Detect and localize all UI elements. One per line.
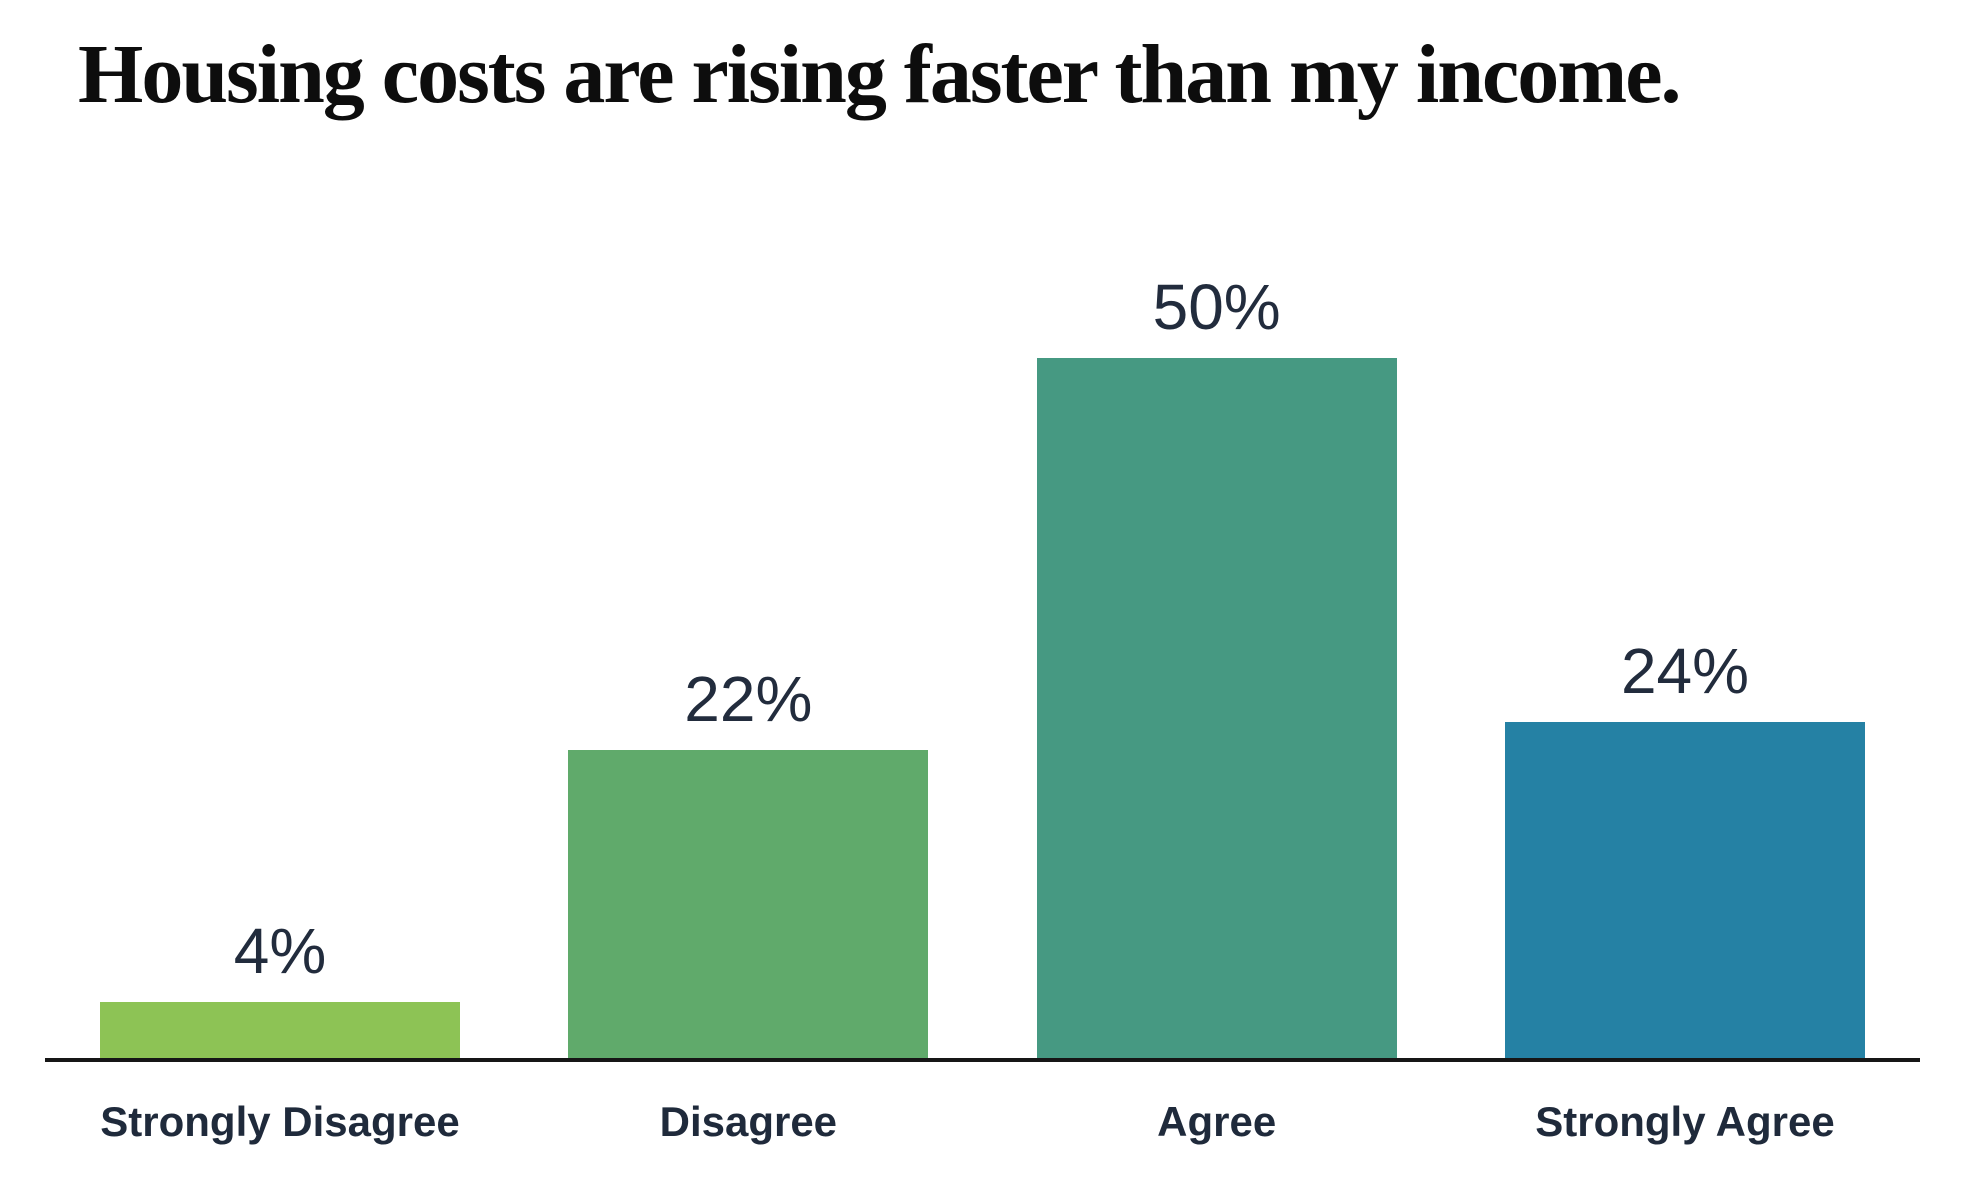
- bar-value-label-disagree: 22%: [684, 662, 813, 735]
- bar-agree: [1036, 358, 1397, 1058]
- category-label-disagree: Disagree: [659, 1098, 838, 1145]
- bar-value-label-strongly-agree: 24%: [1620, 634, 1750, 707]
- bar-column-agree: 50%: [1036, 270, 1397, 1058]
- bar-value-label-strongly-disagree: 4%: [233, 914, 327, 987]
- bar-value-label-agree: 50%: [1152, 270, 1281, 343]
- category-label-strongly-disagree: Strongly Disagree: [100, 1098, 460, 1145]
- bars-row: 4% 22% 50% 24%: [45, 271, 1920, 1058]
- category-labels-row: Strongly Disagree Disagree Agree Strongly A…: [45, 1098, 1920, 1146]
- bar-strongly-agree: [1504, 722, 1865, 1058]
- x-axis-line: [45, 1058, 1920, 1062]
- bar-column-disagree: 22%: [568, 662, 929, 1058]
- bar-strongly-disagree: [100, 1002, 460, 1058]
- bar-chart: 4% 22% 50% 24% Strongly Disagree Disagree Agr…: [45, 271, 1920, 1146]
- category-label-agree: Agree: [1157, 1098, 1277, 1145]
- chart-title: Housing costs are rising faster than my …: [78, 28, 1682, 121]
- category-label-strongly-agree: Strongly Agree: [1535, 1098, 1835, 1145]
- bar-column-strongly-agree: 24%: [1504, 634, 1865, 1058]
- bar-disagree: [568, 750, 929, 1058]
- bar-column-strongly-disagree: 4%: [100, 914, 460, 1058]
